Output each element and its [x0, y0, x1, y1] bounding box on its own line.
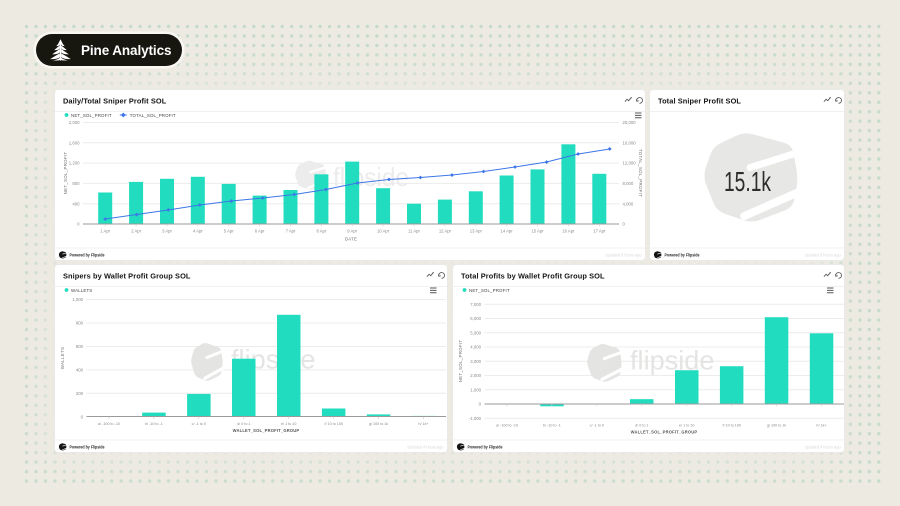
- svg-text:h/ 1k+: h/ 1k+: [418, 422, 428, 426]
- svg-text:8 Apr: 8 Apr: [317, 228, 327, 233]
- svg-text:c/ -1 to 0: c/ -1 to 0: [590, 424, 604, 428]
- svg-text:Updated 8 hours ago: Updated 8 hours ago: [606, 253, 643, 258]
- svg-text:5,000: 5,000: [470, 330, 481, 335]
- svg-text:12 Apr: 12 Apr: [439, 228, 452, 233]
- svg-text:1,000: 1,000: [470, 387, 481, 392]
- svg-text:20,000: 20,000: [623, 120, 637, 125]
- svg-text:17 Apr: 17 Apr: [593, 228, 606, 233]
- svg-text:7,000: 7,000: [470, 302, 481, 307]
- svg-text:2,000: 2,000: [69, 120, 80, 125]
- svg-text:4,000: 4,000: [623, 201, 634, 206]
- svg-text:4 Apr: 4 Apr: [193, 228, 203, 233]
- svg-text:0: 0: [81, 414, 84, 419]
- svg-text:WALLETS: WALLETS: [60, 347, 65, 369]
- svg-text:1,000: 1,000: [72, 297, 83, 302]
- svg-text:Powered by Flipside: Powered by Flipside: [468, 445, 504, 450]
- svg-text:a/ -100 to -10: a/ -100 to -10: [496, 424, 518, 428]
- svg-text:h/ 1k+: h/ 1k+: [816, 424, 826, 428]
- svg-text:TOTAL_SOL_PROFIT: TOTAL_SOL_PROFIT: [638, 149, 643, 197]
- svg-text:Powered by Flipside: Powered by Flipside: [70, 253, 106, 258]
- svg-text:flipside: flipside: [333, 162, 409, 192]
- svg-text:8,000: 8,000: [623, 181, 634, 186]
- svg-text:b/ -10 to -1: b/ -10 to -1: [543, 424, 561, 428]
- svg-text:Updated 4 hours ago: Updated 4 hours ago: [805, 445, 842, 450]
- svg-text:Daily/Total Sniper Profit SOL: Daily/Total Sniper Profit SOL: [63, 97, 167, 106]
- svg-text:9 Apr: 9 Apr: [347, 228, 357, 233]
- svg-text:4,000: 4,000: [470, 345, 481, 350]
- svg-text:f/ 10 to 100: f/ 10 to 100: [722, 424, 740, 428]
- svg-text:800: 800: [76, 321, 84, 326]
- svg-text:WALLET_SOL_PROFIT_GROUP: WALLET_SOL_PROFIT_GROUP: [631, 430, 698, 435]
- svg-text:flipside: flipside: [630, 346, 715, 376]
- svg-text:Total Profits by Wallet Profit: Total Profits by Wallet Profit Group SOL: [461, 272, 605, 281]
- svg-text:Powered by Flipside: Powered by Flipside: [70, 445, 106, 450]
- svg-text:400: 400: [76, 367, 84, 372]
- svg-text:f/ 10 to 100: f/ 10 to 100: [324, 422, 342, 426]
- svg-text:DATE: DATE: [345, 237, 357, 242]
- svg-text:1 Apr: 1 Apr: [100, 228, 110, 233]
- svg-text:0: 0: [623, 222, 626, 227]
- svg-text:2 Apr: 2 Apr: [131, 228, 141, 233]
- svg-text:NET_SOL_PROFIT: NET_SOL_PROFIT: [469, 288, 510, 293]
- svg-text:WALLETS: WALLETS: [71, 288, 92, 293]
- svg-text:6,000: 6,000: [470, 316, 481, 321]
- svg-text:5 Apr: 5 Apr: [224, 228, 234, 233]
- svg-text:12,000: 12,000: [623, 161, 637, 166]
- svg-text:3,000: 3,000: [470, 359, 481, 364]
- svg-text:Updated 4 hours ago: Updated 4 hours ago: [408, 445, 445, 450]
- svg-text:NET_SOL_PROFIT: NET_SOL_PROFIT: [458, 340, 463, 383]
- svg-text:16,000: 16,000: [623, 140, 637, 145]
- svg-text:TOTAL_SOL_PROFIT: TOTAL_SOL_PROFIT: [130, 113, 176, 118]
- svg-text:13 Apr: 13 Apr: [470, 228, 483, 233]
- svg-text:Updated 8 hours ago: Updated 8 hours ago: [805, 253, 842, 258]
- svg-text:10 Apr: 10 Apr: [377, 228, 390, 233]
- svg-text:g/ 100 to 1k: g/ 100 to 1k: [767, 424, 786, 428]
- svg-text:7 Apr: 7 Apr: [286, 228, 296, 233]
- svg-text:15.1k: 15.1k: [724, 166, 771, 197]
- svg-text:Snipers by Wallet Profit Group: Snipers by Wallet Profit Group SOL: [63, 272, 191, 281]
- svg-text:2,000: 2,000: [470, 373, 481, 378]
- svg-text:Total Sniper Profit SOL: Total Sniper Profit SOL: [658, 97, 741, 106]
- svg-text:11 Apr: 11 Apr: [408, 228, 420, 233]
- svg-text:14 Apr: 14 Apr: [501, 228, 514, 233]
- svg-text:c/ -1 to 0: c/ -1 to 0: [192, 422, 206, 426]
- svg-text:Powered by Flipside: Powered by Flipside: [665, 253, 701, 258]
- svg-text:3 Apr: 3 Apr: [162, 228, 172, 233]
- svg-text:e/ 1 to 10: e/ 1 to 10: [281, 422, 296, 426]
- svg-text:6 Apr: 6 Apr: [255, 228, 265, 233]
- svg-text:1,600: 1,600: [69, 140, 80, 145]
- svg-text:-1,000: -1,000: [469, 416, 482, 421]
- svg-text:b/ -10 to -1: b/ -10 to -1: [145, 422, 163, 426]
- svg-text:WALLET_SOL_PROFIT_GROUP: WALLET_SOL_PROFIT_GROUP: [233, 428, 300, 433]
- svg-text:800: 800: [72, 181, 80, 186]
- svg-text:d/ 0 to 1: d/ 0 to 1: [635, 424, 648, 428]
- svg-text:d/ 0 to 1: d/ 0 to 1: [237, 422, 250, 426]
- svg-text:600: 600: [76, 344, 84, 349]
- svg-text:200: 200: [76, 391, 84, 396]
- svg-text:NET_SOL_PROFIT: NET_SOL_PROFIT: [71, 113, 112, 118]
- svg-text:16 Apr: 16 Apr: [562, 228, 575, 233]
- svg-text:15 Apr: 15 Apr: [531, 228, 544, 233]
- svg-text:e/ 1 to 10: e/ 1 to 10: [679, 424, 694, 428]
- svg-text:g/ 100 to 1k: g/ 100 to 1k: [369, 422, 388, 426]
- svg-text:400: 400: [72, 201, 80, 206]
- svg-text:0: 0: [479, 402, 482, 407]
- svg-text:NET_SOL_PROFIT: NET_SOL_PROFIT: [63, 152, 68, 195]
- svg-text:0: 0: [77, 222, 80, 227]
- svg-text:1,200: 1,200: [69, 161, 80, 166]
- svg-text:a/ -100 to -10: a/ -100 to -10: [98, 422, 120, 426]
